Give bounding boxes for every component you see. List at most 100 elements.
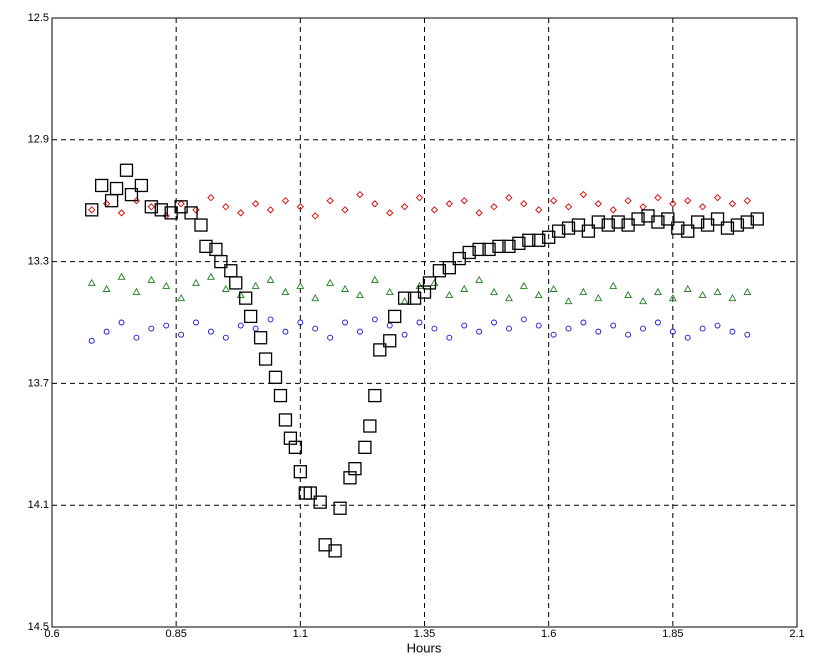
data-point — [549, 284, 558, 292]
data-point — [383, 334, 397, 348]
data-point — [422, 276, 437, 290]
data-point — [750, 212, 764, 226]
data-point — [564, 297, 573, 305]
data-point — [293, 465, 307, 479]
data-point — [328, 544, 342, 558]
data-point — [266, 206, 275, 214]
data-point — [730, 218, 745, 232]
data-point — [132, 287, 141, 295]
data-point — [356, 190, 364, 199]
data-point — [95, 178, 109, 193]
data-point — [192, 278, 201, 286]
data-point — [714, 322, 721, 329]
data-point — [341, 284, 350, 292]
data-point — [343, 471, 357, 485]
data-point — [244, 309, 258, 324]
data-point — [699, 325, 706, 332]
data-point — [363, 419, 377, 433]
data-point — [386, 209, 394, 217]
data-point — [207, 328, 214, 335]
data-point — [743, 287, 752, 295]
y-tick-label: 13.7 — [28, 377, 49, 389]
data-point — [401, 331, 408, 338]
data-point — [472, 242, 486, 257]
data-point — [740, 215, 754, 229]
data-point — [214, 254, 228, 269]
data-point — [535, 206, 543, 214]
data-point — [609, 281, 618, 289]
data-point — [625, 331, 632, 338]
data-point — [192, 206, 200, 214]
data-point — [283, 431, 298, 445]
data-point — [133, 334, 140, 341]
data-point — [520, 316, 527, 323]
data-point — [222, 203, 230, 211]
data-point — [549, 197, 558, 205]
data-point — [698, 203, 707, 211]
data-point — [492, 239, 506, 254]
x-tick-label: 0.6 — [44, 628, 59, 640]
data-point — [400, 203, 409, 211]
data-point — [297, 319, 304, 326]
data-point — [281, 197, 290, 205]
data-point — [266, 275, 275, 283]
data-point — [504, 294, 513, 302]
data-point — [631, 212, 645, 226]
data-point — [117, 272, 126, 280]
data-point — [119, 163, 134, 177]
data-point — [326, 278, 335, 286]
data-point — [229, 276, 243, 290]
data-point — [728, 200, 737, 208]
data-point — [194, 218, 208, 232]
data-point — [134, 178, 149, 193]
data-point — [147, 203, 155, 211]
data-point — [581, 224, 596, 238]
data-point — [355, 290, 364, 299]
x-tick-label: 1.6 — [541, 628, 556, 640]
data-point — [595, 328, 602, 335]
data-point — [148, 325, 155, 332]
x-tick-label: 0.85 — [165, 628, 186, 640]
data-point — [102, 284, 111, 292]
data-point — [311, 212, 319, 220]
data-point — [683, 284, 692, 292]
data-point — [579, 190, 588, 199]
data-point — [371, 200, 379, 208]
data-point — [639, 297, 648, 305]
data-point — [475, 209, 483, 217]
data-point — [654, 194, 662, 202]
x-axis-label: Hours — [407, 640, 442, 655]
data-point — [594, 200, 602, 208]
data-point — [534, 290, 543, 299]
data-point — [591, 215, 605, 229]
data-point — [446, 334, 453, 341]
data-point — [326, 197, 334, 205]
data-point — [356, 328, 363, 335]
data-point — [610, 322, 617, 329]
y-tick-label: 12.5 — [28, 12, 49, 24]
data-point — [373, 343, 387, 357]
data-point — [476, 328, 483, 335]
data-point — [561, 221, 576, 235]
data-point — [671, 221, 685, 235]
data-point — [460, 284, 469, 292]
data-point — [579, 287, 588, 295]
data-point — [311, 294, 320, 302]
data-point — [371, 316, 378, 323]
data-point — [388, 309, 402, 324]
data-point — [199, 239, 213, 254]
data-point — [132, 197, 141, 205]
data-point — [669, 328, 676, 335]
data-point — [535, 322, 542, 329]
data-point — [522, 233, 536, 247]
data-point — [502, 239, 516, 254]
data-point — [348, 462, 362, 476]
data-point — [251, 281, 260, 289]
data-point — [654, 319, 661, 326]
y-tick-label: 12.9 — [28, 134, 49, 146]
data-point — [282, 328, 289, 335]
data-point — [87, 278, 96, 286]
data-point — [385, 287, 394, 295]
data-point — [684, 197, 692, 205]
